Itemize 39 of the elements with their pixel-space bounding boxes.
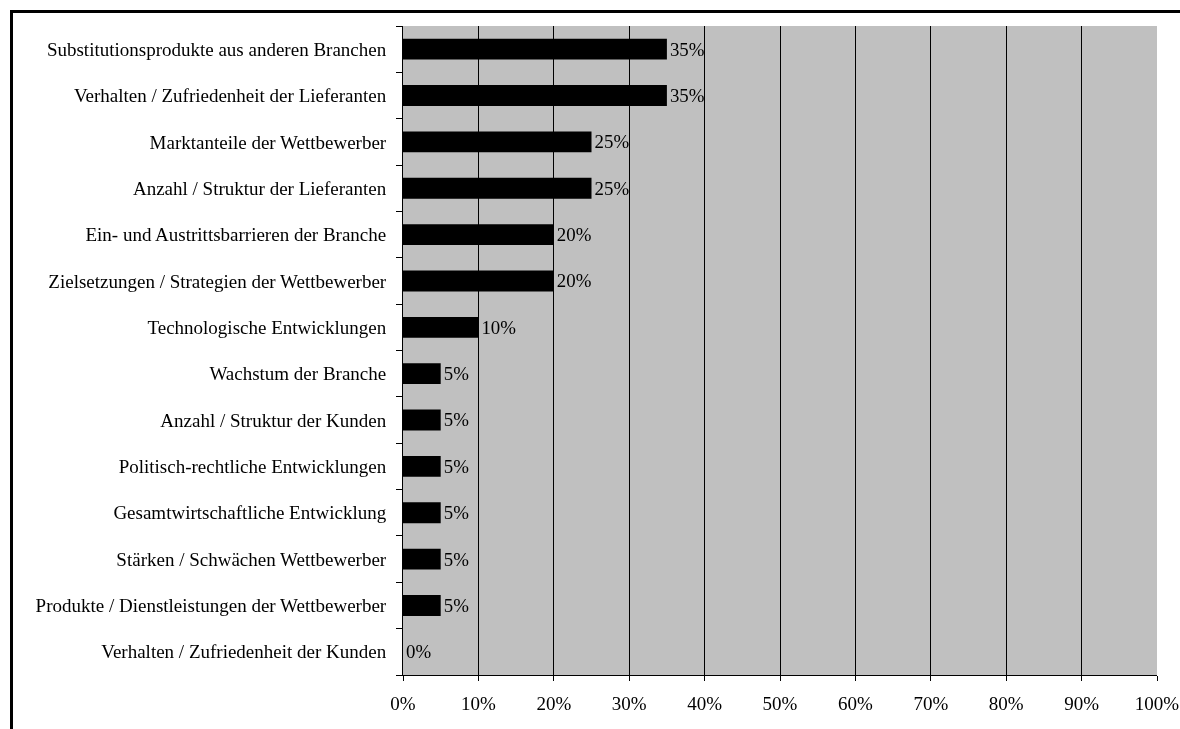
data-label: 35%: [669, 38, 705, 60]
y-tick-label: Anzahl / Struktur der Kunden: [160, 409, 387, 431]
data-label: 5%: [443, 455, 470, 477]
x-tick-label: 20%: [536, 692, 572, 714]
y-tick-label: Verhalten / Zufriedenheit der Kunden: [101, 641, 387, 663]
data-label: 5%: [443, 409, 470, 431]
data-label: 25%: [594, 177, 630, 199]
data-label: 5%: [443, 548, 470, 570]
y-tick-label: Substitutionsprodukte aus anderen Branchen: [46, 38, 387, 60]
data-label: 20%: [556, 270, 592, 292]
x-tick-label: 50%: [762, 692, 798, 714]
y-tick-label: Technologische Entwicklungen: [147, 316, 387, 338]
x-tick-label: 30%: [611, 692, 647, 714]
y-tick-label: Stärken / Schwächen Wettbewerber: [116, 548, 387, 570]
data-label: 5%: [443, 363, 470, 385]
y-tick-label: Wachstum der Branche: [209, 363, 387, 385]
y-tick-label: Gesamtwirtschaftliche Entwicklung: [113, 502, 387, 524]
y-tick-label: Produkte / Dienstleistungen der Wettbewerber: [35, 595, 387, 617]
data-label: 5%: [443, 594, 470, 616]
data-label: 5%: [443, 502, 470, 524]
y-tick-label: Politisch-rechtliche Entwicklungen: [118, 456, 387, 478]
y-tick-label: Verhalten / Zufriedenheit der Lieferanten: [73, 85, 387, 107]
x-tick-label: 40%: [687, 692, 723, 714]
x-tick-label: 10%: [460, 692, 496, 714]
x-tick-label: 80%: [988, 692, 1024, 714]
y-tick-label: Ein- und Austrittsbarrieren der Branche: [85, 224, 387, 246]
data-label: 35%: [669, 85, 705, 106]
x-tick-label: 0%: [390, 692, 416, 714]
data-label: 0%: [406, 641, 432, 663]
x-tick-label: 100%: [1134, 692, 1180, 714]
data-label: 10%: [481, 316, 517, 338]
y-tick-label: Zielsetzungen / Strategien der Wettbewerber: [48, 270, 387, 292]
x-tick-label: 70%: [913, 692, 949, 714]
x-tick-label: 60%: [837, 692, 873, 714]
y-tick-label: Marktanteile der Wettbewerber: [149, 131, 387, 153]
data-label: 25%: [594, 131, 630, 153]
x-tick-label: 90%: [1064, 692, 1100, 714]
data-label: 20%: [556, 224, 592, 246]
y-tick-label: Anzahl / Struktur der Lieferanten: [132, 177, 387, 199]
